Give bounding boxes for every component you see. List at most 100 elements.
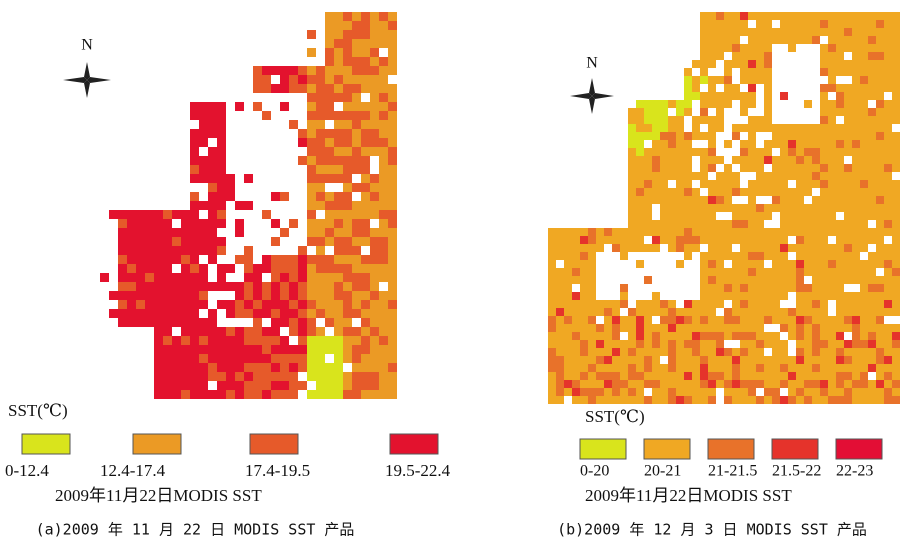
map-pixel xyxy=(844,228,852,236)
map-pixel xyxy=(298,336,307,345)
map-pixel xyxy=(812,308,820,316)
map-pixel xyxy=(852,172,860,180)
map-pixel xyxy=(370,102,379,111)
map-pixel xyxy=(668,172,676,180)
map-pixel xyxy=(636,332,644,340)
map-pixel xyxy=(226,174,235,183)
map-pixel xyxy=(740,348,748,356)
map-pixel xyxy=(708,284,716,292)
map-pixel xyxy=(780,396,788,404)
map-pixel xyxy=(876,156,884,164)
map-pixel xyxy=(388,201,397,210)
map-pixel xyxy=(692,244,700,252)
map-pixel xyxy=(325,138,334,147)
map-pixel xyxy=(884,356,892,364)
map-pixel xyxy=(262,372,271,381)
map-pixel xyxy=(756,228,764,236)
map-pixel xyxy=(732,316,740,324)
map-pixel xyxy=(644,156,652,164)
map-pixel xyxy=(289,309,298,318)
map-pixel xyxy=(262,327,271,336)
map-pixel xyxy=(716,108,724,116)
map-pixel xyxy=(652,244,660,252)
map-pixel xyxy=(556,308,564,316)
map-pixel xyxy=(564,292,572,300)
map-pixel xyxy=(154,219,163,228)
map-pixel xyxy=(556,244,564,252)
map-pixel xyxy=(844,100,852,108)
map-pixel xyxy=(676,116,684,124)
map-pixel xyxy=(644,124,652,132)
map-pixel xyxy=(199,354,208,363)
north-arrow xyxy=(63,62,111,98)
map-pixel xyxy=(796,156,804,164)
map-pixel xyxy=(852,148,860,156)
map-pixel xyxy=(572,340,580,348)
map-pixel xyxy=(307,48,316,57)
map-pixel xyxy=(596,236,604,244)
map-pixel xyxy=(724,372,732,380)
map-pixel xyxy=(343,156,352,165)
map-pixel xyxy=(684,68,692,76)
map-pixel xyxy=(588,396,596,404)
map-pixel xyxy=(740,108,748,116)
map-pixel xyxy=(772,348,780,356)
map-pixel xyxy=(343,12,352,21)
map-pixel xyxy=(127,273,136,282)
map-pixel xyxy=(343,372,352,381)
map-pixel xyxy=(876,260,884,268)
map-pixel xyxy=(660,308,668,316)
map-pixel xyxy=(307,165,316,174)
map-pixel xyxy=(652,396,660,404)
map-pixel xyxy=(334,84,343,93)
map-pixel xyxy=(764,188,772,196)
map-pixel xyxy=(596,228,604,236)
map-pixel xyxy=(271,192,280,201)
map-pixel xyxy=(756,12,764,20)
map-pixel xyxy=(812,268,820,276)
map-pixel xyxy=(756,188,764,196)
map-pixel xyxy=(343,336,352,345)
map-pixel xyxy=(716,324,724,332)
map-pixel xyxy=(860,268,868,276)
map-pixel xyxy=(660,132,668,140)
map-pixel xyxy=(154,327,163,336)
map-pixel xyxy=(307,183,316,192)
map-pixel xyxy=(636,164,644,172)
map-pixel xyxy=(325,93,334,102)
map-pixel xyxy=(636,228,644,236)
map-pixel xyxy=(289,291,298,300)
map-pixel xyxy=(820,180,828,188)
map-pixel xyxy=(235,372,244,381)
map-pixel xyxy=(740,60,748,68)
map-pixel xyxy=(316,291,325,300)
map-pixel xyxy=(876,292,884,300)
map-pixel xyxy=(154,372,163,381)
map-pixel xyxy=(748,92,756,100)
map-pixel xyxy=(190,228,199,237)
map-pixel xyxy=(208,201,217,210)
map-pixel xyxy=(307,345,316,354)
map-pixel xyxy=(262,75,271,84)
map-pixel xyxy=(724,60,732,68)
map-pixel xyxy=(334,48,343,57)
map-pixel xyxy=(876,244,884,252)
map-pixel xyxy=(884,292,892,300)
map-pixel xyxy=(271,264,280,273)
map-pixel xyxy=(732,252,740,260)
map-pixel xyxy=(724,276,732,284)
map-pixel xyxy=(692,396,700,404)
map-pixel xyxy=(652,100,660,108)
map-pixel xyxy=(271,345,280,354)
map-pixel xyxy=(748,356,756,364)
map-pixel xyxy=(684,340,692,348)
map-pixel xyxy=(136,300,145,309)
map-pixel xyxy=(244,201,253,210)
map-pixel xyxy=(780,372,788,380)
map-pixel xyxy=(756,364,764,372)
map-pixel xyxy=(181,264,190,273)
map-pixel xyxy=(636,236,644,244)
map-pixel xyxy=(836,92,844,100)
map-pixel xyxy=(660,164,668,172)
map-pixel xyxy=(876,60,884,68)
